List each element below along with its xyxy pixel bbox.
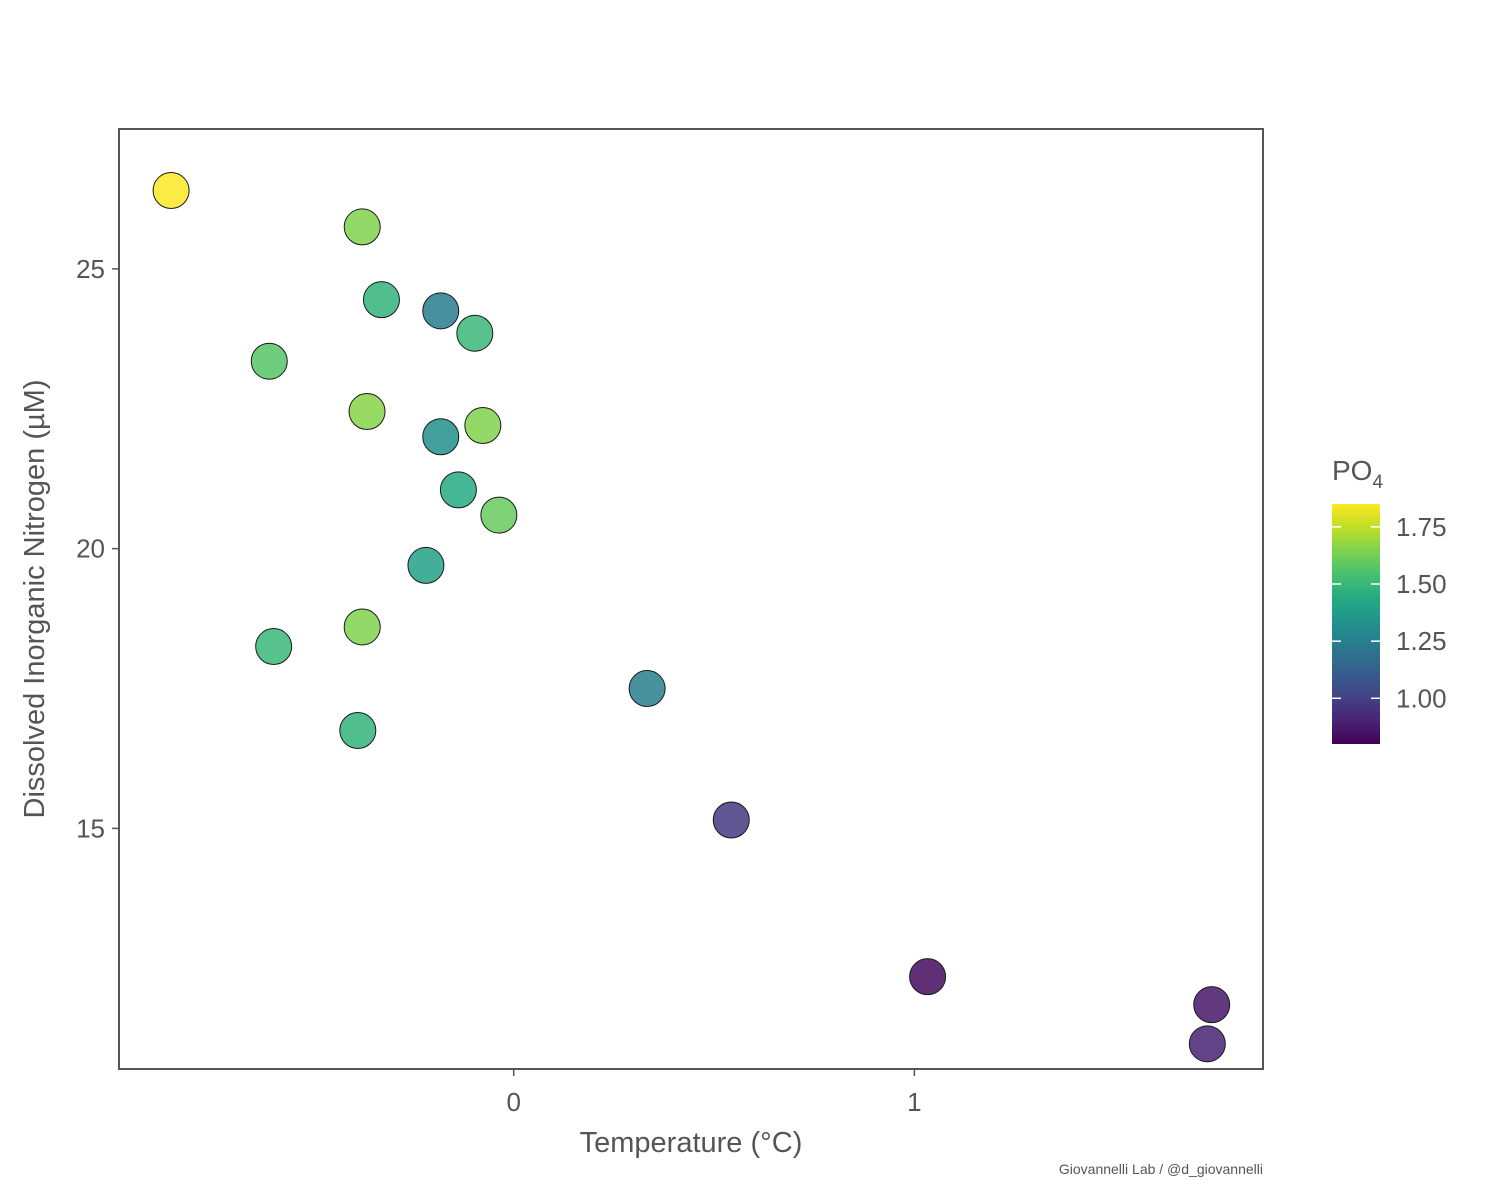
data-point xyxy=(1193,986,1231,1024)
colorbar xyxy=(1332,504,1380,744)
data-point xyxy=(255,628,293,666)
data-point xyxy=(712,801,750,839)
caption: Giovannelli Lab / @d_giovannelli xyxy=(1059,1161,1263,1177)
data-point xyxy=(909,958,947,996)
legend-title-subscript: 4 xyxy=(1372,472,1383,493)
data-point xyxy=(343,608,381,646)
y-tick-label: 15 xyxy=(76,813,105,843)
legend-ticks: 1.00 1.25 1.50 1.75 xyxy=(1332,512,1447,713)
data-point xyxy=(339,711,377,749)
data-point xyxy=(250,342,288,380)
axes-layer: 0 1 15 20 25 xyxy=(76,254,922,1117)
legend-title-main: PO xyxy=(1332,455,1372,486)
data-point xyxy=(422,418,460,456)
y-axis-title: Dissolved Inorganic Nitrogen (µM) xyxy=(19,380,51,819)
data-point xyxy=(343,208,381,246)
legend-tick-label: 1.25 xyxy=(1396,626,1447,656)
data-point xyxy=(362,281,400,319)
data-point xyxy=(464,407,502,445)
x-tick-label: 1 xyxy=(907,1087,921,1117)
data-point xyxy=(348,393,386,431)
data-point xyxy=(439,471,477,509)
color-legend: PO4 1.00 1.25 1.50 1.75 xyxy=(1332,455,1447,744)
data-point xyxy=(628,670,666,708)
legend-tick-label: 1.00 xyxy=(1396,683,1447,713)
plot-frame xyxy=(118,128,1264,1070)
points-layer xyxy=(152,172,1231,1063)
data-point xyxy=(456,314,494,352)
y-tick-label: 20 xyxy=(76,534,105,564)
x-tick-label: 0 xyxy=(506,1087,520,1117)
legend-tick-label: 1.50 xyxy=(1396,569,1447,599)
y-tick-label: 25 xyxy=(76,254,105,284)
legend-title: PO4 xyxy=(1332,455,1383,493)
x-axis-title: Temperature (°C) xyxy=(580,1127,803,1159)
data-point xyxy=(152,172,190,210)
data-point xyxy=(407,546,445,584)
data-point xyxy=(422,292,460,330)
legend-tick-label: 1.75 xyxy=(1396,512,1447,542)
data-point xyxy=(1188,1025,1226,1063)
data-point xyxy=(480,496,518,534)
